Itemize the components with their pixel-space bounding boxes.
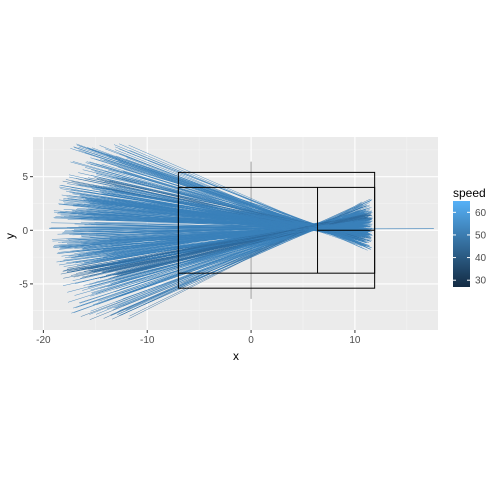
legend-ticks: 30 40 50 60 <box>453 208 487 287</box>
legend-label: 60 <box>475 208 487 219</box>
trajectory-line <box>282 228 434 230</box>
court-lines-front <box>177 171 376 289</box>
trajectory-line <box>75 211 359 308</box>
y-tick-label: 5 <box>22 172 28 183</box>
trajectory-line <box>95 211 373 294</box>
x-tick-label: 0 <box>248 335 254 346</box>
x-tick-label: -10 <box>140 335 155 346</box>
x-axis-ticks: -20 -10 0 10 <box>36 330 361 346</box>
legend-label: 40 <box>475 253 487 264</box>
legend-title: speed <box>453 186 486 200</box>
y-tick-label: 0 <box>22 226 28 237</box>
y-tick-label: -5 <box>19 279 28 290</box>
x-tick-label: 10 <box>349 335 361 346</box>
legend-label: 50 <box>475 230 487 241</box>
y-axis-ticks: -5 0 5 <box>19 172 33 290</box>
trajectory-line <box>65 190 367 234</box>
trajectory-line <box>63 201 359 232</box>
trajectory-line <box>66 216 368 273</box>
legend-label: 30 <box>475 276 487 287</box>
trajectories <box>49 143 434 320</box>
legend-colorbar <box>453 201 470 287</box>
x-tick-label: -20 <box>36 335 51 346</box>
trajectory-line <box>114 221 366 253</box>
legend: speed 30 40 50 60 <box>453 186 487 287</box>
x-axis-title: x <box>233 349 239 363</box>
y-axis-title: y <box>3 233 17 239</box>
trajectory-line <box>92 186 361 235</box>
